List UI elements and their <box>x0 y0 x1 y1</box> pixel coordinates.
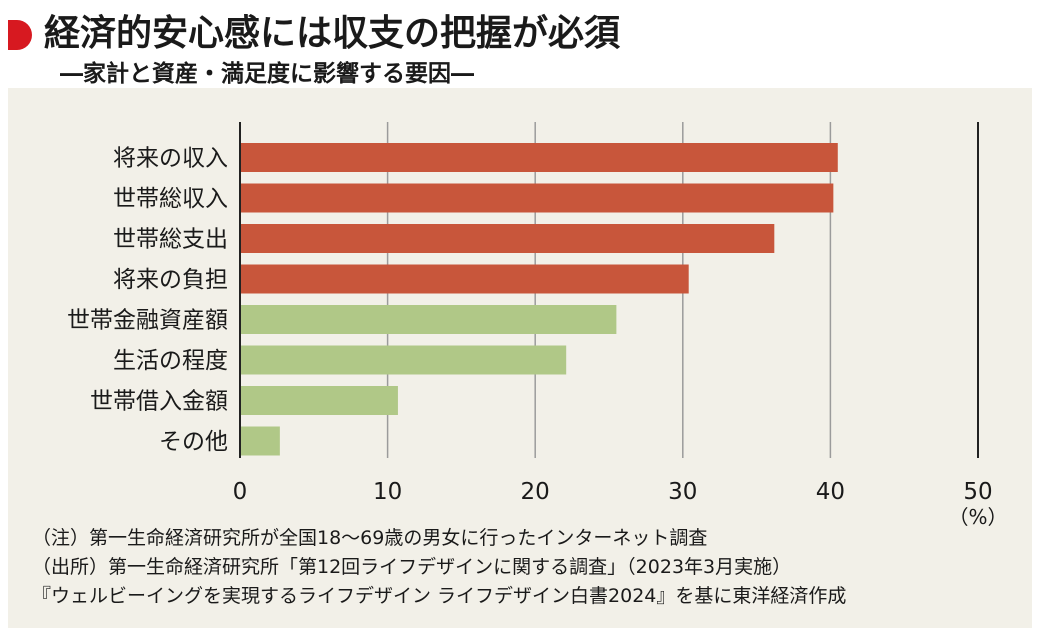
title-marker <box>8 20 32 50</box>
bar <box>240 264 689 294</box>
category-label: 将来の負担 <box>113 267 228 293</box>
bar-chart: 将来の収入世帯総収入世帯総支出将来の負担世帯金融資産額生活の程度世帯借入金額その… <box>67 122 1008 529</box>
category-label: その他 <box>159 429 228 455</box>
chart-title: 経済的安心感には収支の把握が必須 <box>44 13 621 54</box>
x-tick-label: 30 <box>668 479 697 505</box>
category-label: 世帯総収入 <box>113 186 228 212</box>
category-label: 世帯総支出 <box>113 227 228 253</box>
category-label: 将来の収入 <box>113 146 228 172</box>
source-line: （出所）第一生命経済研究所「第12回ライフデザインに関する調査」（2023年3月… <box>32 556 792 578</box>
x-tick-label: 0 <box>233 479 248 505</box>
category-label: 生活の程度 <box>113 348 228 374</box>
source-notes: （注）第一生命経済研究所が全国18〜69歳の男女に行ったインターネット調査 （出… <box>32 524 1012 611</box>
x-tick-label: 20 <box>521 479 550 505</box>
bar <box>240 426 280 456</box>
chart-header: 経済的安心感には収支の把握が必須 ―家計と資産・満足度に影響する要因― <box>8 10 1028 87</box>
note-line: （注）第一生命経済研究所が全国18〜69歳の男女に行ったインターネット調査 <box>32 527 708 549</box>
x-tick-label: 10 <box>373 479 402 505</box>
category-label: 世帯借入金額 <box>90 389 228 415</box>
bar <box>240 143 838 172</box>
category-label: 世帯金融資産額 <box>67 308 228 334</box>
x-tick-label: 50 <box>963 479 992 505</box>
bar <box>240 345 567 375</box>
chart-subtitle: ―家計と資産・満足度に影響する要因― <box>60 61 474 87</box>
bar <box>240 386 398 415</box>
chart-panel: 将来の収入世帯総収入世帯総支出将来の負担世帯金融資産額生活の程度世帯借入金額その… <box>8 88 1032 628</box>
x-tick-label: 40 <box>816 479 845 505</box>
unit-label: （%） <box>948 505 1007 529</box>
bar <box>240 183 834 213</box>
bar <box>240 224 775 253</box>
bar <box>240 305 617 334</box>
credit-line: 『ウェルビーイングを実現するライフデザイン ライフデザイン白書2024』を基に東… <box>32 585 847 607</box>
